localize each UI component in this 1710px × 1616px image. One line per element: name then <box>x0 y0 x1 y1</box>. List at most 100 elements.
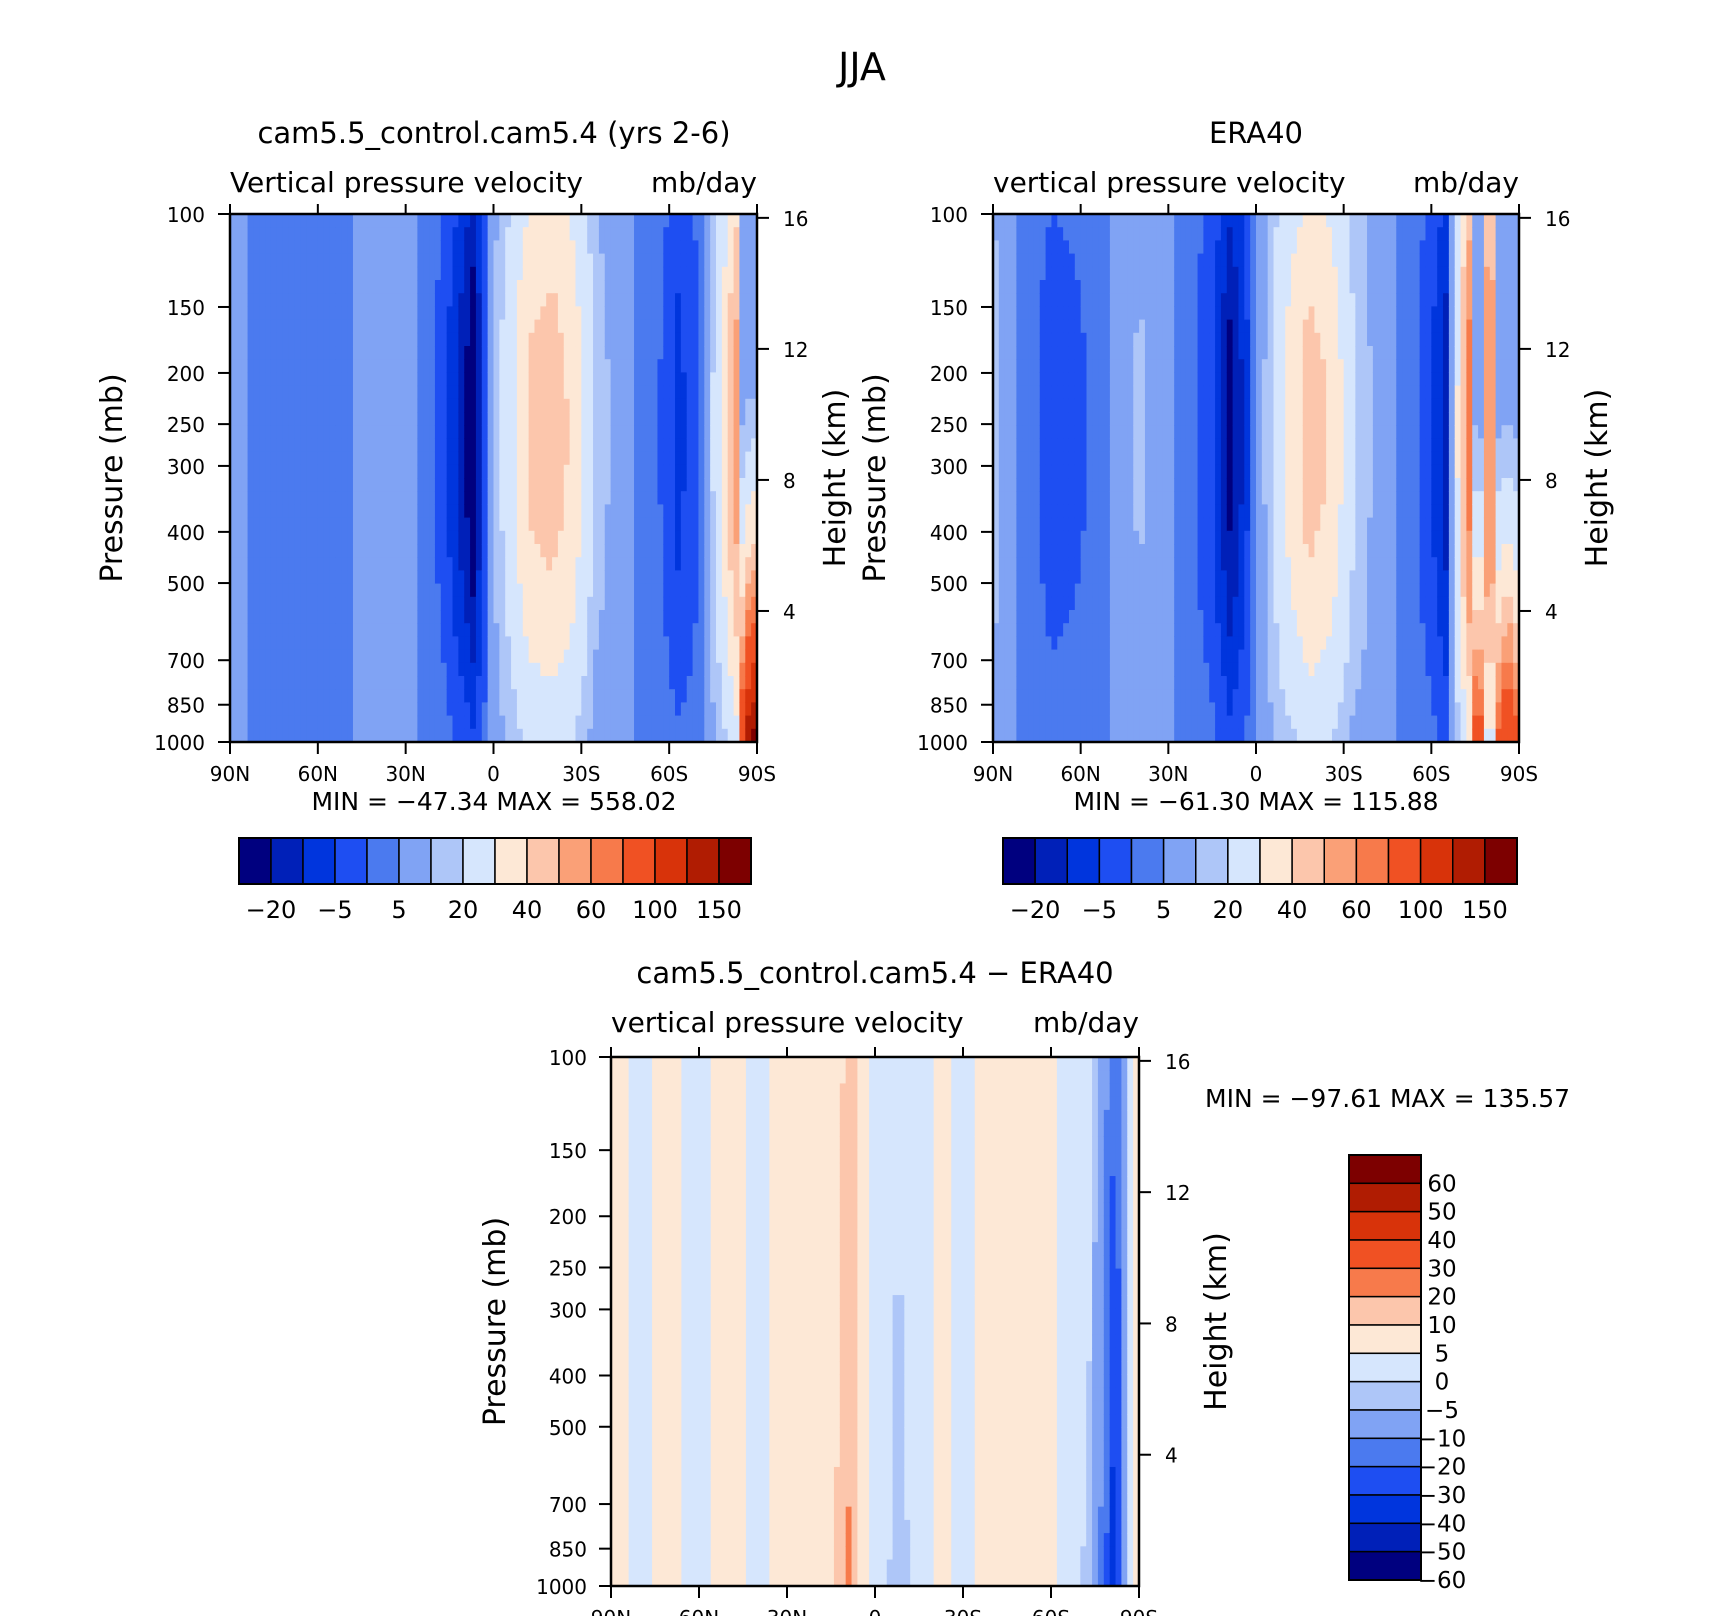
model-cell <box>645 398 653 413</box>
obs-cell <box>1156 398 1164 413</box>
model-cell <box>464 570 471 585</box>
obs-cell <box>1133 293 1140 307</box>
obs-cell <box>1121 517 1129 532</box>
model-cell <box>446 517 454 532</box>
model-cell <box>300 319 307 334</box>
obs-cell <box>1115 491 1123 505</box>
obs-cell <box>1174 253 1181 268</box>
panel-model-stats: MIN = −47.34 MAX = 558.02 <box>311 787 676 816</box>
model-cell <box>382 504 389 519</box>
model-cell <box>382 385 389 400</box>
model-cell <box>739 570 746 585</box>
model-cell <box>423 398 430 413</box>
model-cell <box>669 306 676 321</box>
model-cell <box>446 530 454 545</box>
model-cell <box>446 438 454 453</box>
model-cell <box>253 517 260 532</box>
obs-cell <box>1156 372 1164 387</box>
model-cell <box>604 214 612 228</box>
obs-cell <box>1074 715 1082 730</box>
obs-cell <box>1051 530 1058 545</box>
obs-cell <box>1045 504 1053 519</box>
obs-cell <box>1068 702 1076 717</box>
obs-cell <box>1162 583 1169 598</box>
obs-cell <box>1133 623 1140 637</box>
model-cell <box>616 596 623 611</box>
model-cell <box>481 557 489 571</box>
obs-cell <box>1057 517 1064 532</box>
model-cell <box>569 570 577 585</box>
model-cell <box>347 544 354 558</box>
obs-cell <box>998 412 1006 426</box>
model-cell <box>464 728 471 743</box>
model-cell <box>341 385 348 400</box>
obs-cell <box>1092 438 1099 453</box>
model-cell <box>376 412 383 426</box>
model-cell <box>516 227 524 241</box>
obs-cell <box>1144 504 1152 519</box>
model-cell <box>651 253 659 268</box>
model-cell <box>516 478 524 492</box>
obs-cell <box>1144 464 1152 479</box>
model-cell <box>745 451 752 466</box>
model-cell <box>393 438 401 453</box>
model-cell <box>265 596 272 611</box>
obs-cell <box>1022 676 1029 690</box>
obs-cell <box>1010 332 1017 347</box>
model-cell <box>575 398 582 413</box>
model-cell <box>645 464 653 479</box>
model-cell <box>745 253 752 268</box>
obs-cell <box>1121 491 1129 505</box>
model-cell <box>511 306 518 321</box>
model-cell <box>393 359 401 373</box>
obs-cell <box>1004 530 1012 545</box>
model-cell <box>452 636 459 651</box>
model-cell <box>235 649 243 664</box>
model-cell <box>446 596 454 611</box>
model-cell <box>341 662 348 677</box>
model-cell <box>710 306 717 321</box>
model-cell <box>335 293 342 307</box>
model-cell <box>704 689 711 703</box>
model-cell <box>259 583 266 598</box>
obs-cell <box>1051 728 1058 743</box>
model-cell <box>505 517 512 532</box>
obs-cell <box>1127 306 1134 321</box>
model-cell <box>733 293 741 307</box>
model-cell <box>669 623 676 637</box>
obs-cell <box>1139 636 1146 651</box>
obs-cell <box>1098 491 1105 505</box>
model-cell <box>622 557 629 571</box>
model-cell <box>499 319 506 334</box>
model-cell <box>540 293 547 307</box>
model-cell <box>341 610 348 624</box>
obs-cell <box>1121 478 1129 492</box>
obs-cell <box>1068 372 1076 387</box>
model-cell <box>721 253 729 268</box>
model-cell <box>493 227 500 241</box>
obs-cell <box>1028 596 1035 611</box>
model-cell <box>528 332 536 347</box>
obs-cell <box>1162 662 1169 677</box>
model-cell <box>446 240 454 255</box>
model-cell <box>675 610 682 624</box>
model-cell <box>452 662 459 677</box>
model-cell <box>516 530 524 545</box>
obs-cell <box>1121 596 1129 611</box>
model-cell <box>505 253 512 268</box>
model-cell <box>680 702 688 717</box>
obs-cell <box>998 280 1006 294</box>
model-cell <box>610 359 618 373</box>
model-cell <box>481 464 489 479</box>
obs-cell <box>1039 676 1047 690</box>
model-cell <box>511 715 518 730</box>
model-cell <box>446 280 454 294</box>
model-cell <box>288 398 296 413</box>
model-cell <box>540 240 547 255</box>
model-cell <box>481 227 489 241</box>
model-cell <box>393 372 401 387</box>
obs-cell <box>1051 293 1058 307</box>
model-cell <box>686 398 694 413</box>
model-cell <box>680 319 688 334</box>
obs-cell <box>1150 438 1158 453</box>
